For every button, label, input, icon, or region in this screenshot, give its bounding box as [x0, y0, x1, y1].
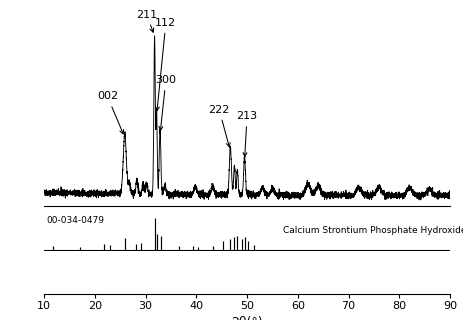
- Text: 002: 002: [97, 92, 123, 134]
- Text: 00-034-0479: 00-034-0479: [46, 216, 104, 225]
- Text: 300: 300: [155, 75, 176, 130]
- Text: 211: 211: [136, 10, 157, 32]
- X-axis label: 2θ(°): 2θ(°): [231, 316, 263, 320]
- Text: 112: 112: [155, 18, 176, 111]
- Text: Calcium Strontium Phosphate Hydroxide: Calcium Strontium Phosphate Hydroxide: [282, 226, 463, 235]
- Text: 222: 222: [208, 105, 230, 147]
- Text: 213: 213: [236, 111, 257, 156]
